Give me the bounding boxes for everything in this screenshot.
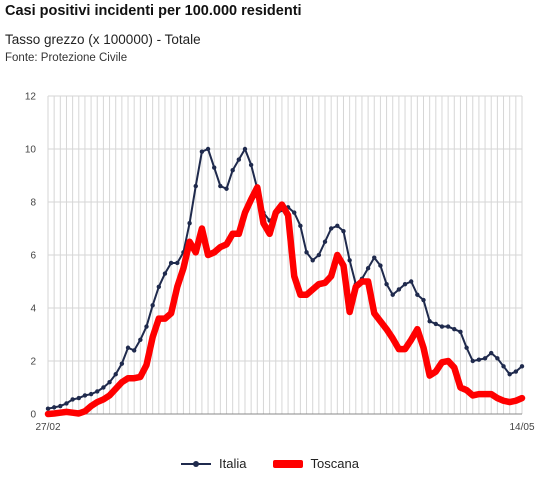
data-point-italia [489, 350, 494, 356]
data-point-italia [242, 146, 248, 152]
data-point-italia [482, 356, 488, 361]
data-point-italia [168, 260, 174, 266]
data-point-italia [378, 263, 383, 268]
data-point-italia [322, 239, 328, 244]
data-point-italia [439, 324, 445, 329]
data-point-italia [427, 319, 432, 324]
y-tick-label: 6 [30, 251, 36, 262]
axes: 0 2 4 6 8 10 12 27/02 14/05 [25, 92, 535, 434]
data-point-italia [316, 252, 322, 258]
data-point-italia [421, 297, 426, 303]
data-point-italia [45, 406, 51, 411]
data-point-italia [408, 279, 414, 284]
data-point-italia [501, 364, 506, 369]
data-point-italia [212, 165, 217, 170]
data-point-italia [187, 221, 192, 226]
data-point-italia [304, 250, 309, 255]
data-point-italia [347, 258, 352, 263]
data-point-italia [402, 281, 408, 287]
legend-item-italia[interactable]: Italia [181, 456, 247, 471]
data-point-italia [175, 260, 180, 266]
data-point-italia [119, 361, 125, 366]
chart-subtitle: Tasso grezzo (x 100000) - Totale [5, 32, 201, 47]
legend-label-italia: Italia [219, 456, 247, 471]
data-point-italia [144, 324, 149, 329]
data-point-italia [76, 395, 81, 401]
data-point-italia [236, 157, 242, 162]
data-point-italia [384, 281, 389, 287]
data-point-italia [415, 292, 420, 297]
data-point-italia [458, 329, 463, 335]
legend-label-toscana: Toscana [310, 456, 359, 471]
data-point-italia [519, 364, 525, 369]
series-layer [44, 146, 526, 418]
data-point-italia [335, 223, 340, 229]
data-point-italia [341, 228, 346, 234]
data-point-italia [248, 162, 254, 168]
chart-title: Casi positivi incidenti per 100.000 resi… [5, 3, 302, 19]
data-point-italia [162, 271, 168, 276]
data-point-italia [452, 327, 457, 332]
data-point-italia [70, 397, 75, 402]
legend-item-toscana[interactable]: Toscana [272, 456, 359, 471]
series-line-italia [47, 148, 523, 410]
data-point-italia [101, 385, 106, 390]
x-tick-label: 27/02 [35, 422, 60, 433]
data-point-italia [396, 287, 402, 292]
data-point-italia [372, 255, 377, 260]
data-point-italia [58, 403, 63, 409]
data-point-italia [433, 321, 439, 327]
data-point-italia [138, 337, 143, 342]
data-point-italia [150, 303, 155, 308]
data-point-italia [156, 284, 162, 289]
data-point-italia [230, 168, 235, 173]
data-point-italia [328, 226, 334, 231]
data-point-italia [107, 380, 112, 385]
data-point-italia [224, 186, 229, 191]
data-point-italia [82, 393, 88, 398]
data-point-italia [464, 345, 469, 350]
data-point-italia [292, 210, 297, 215]
data-point-italia [310, 258, 315, 263]
y-tick-label: 2 [30, 357, 36, 368]
data-point-italia [113, 372, 118, 377]
data-point-italia [218, 183, 223, 189]
data-point-italia [64, 401, 69, 406]
y-tick-label: 10 [25, 145, 37, 156]
data-point-italia [470, 358, 475, 364]
data-point-italia [507, 372, 512, 377]
data-point-italia [365, 266, 371, 271]
legend: Italia Toscana [0, 456, 540, 471]
data-point-italia [125, 345, 131, 350]
legend-swatch-italia [181, 459, 212, 469]
data-point-italia [193, 183, 198, 189]
data-point-italia [298, 223, 303, 229]
y-tick-label: 8 [30, 198, 36, 209]
y-tick-label: 4 [30, 304, 36, 315]
data-point-italia [495, 356, 500, 361]
data-point-italia [131, 348, 137, 353]
data-point-italia [199, 149, 205, 154]
data-point-italia [205, 146, 211, 152]
data-point-italia [390, 292, 395, 297]
legend-swatch-toscana [272, 459, 303, 468]
data-point-italia [95, 389, 100, 394]
y-tick-label: 0 [30, 410, 36, 421]
y-tick-label: 12 [25, 92, 37, 103]
data-point-italia [51, 405, 57, 410]
series-line-toscana [44, 184, 526, 418]
data-point-italia [88, 391, 94, 397]
chart-source: Fonte: Protezione Civile [5, 52, 128, 64]
data-point-italia [513, 369, 519, 374]
x-tick-label: 14/05 [509, 422, 534, 433]
data-point-italia [476, 357, 482, 362]
data-point-italia [445, 324, 451, 329]
